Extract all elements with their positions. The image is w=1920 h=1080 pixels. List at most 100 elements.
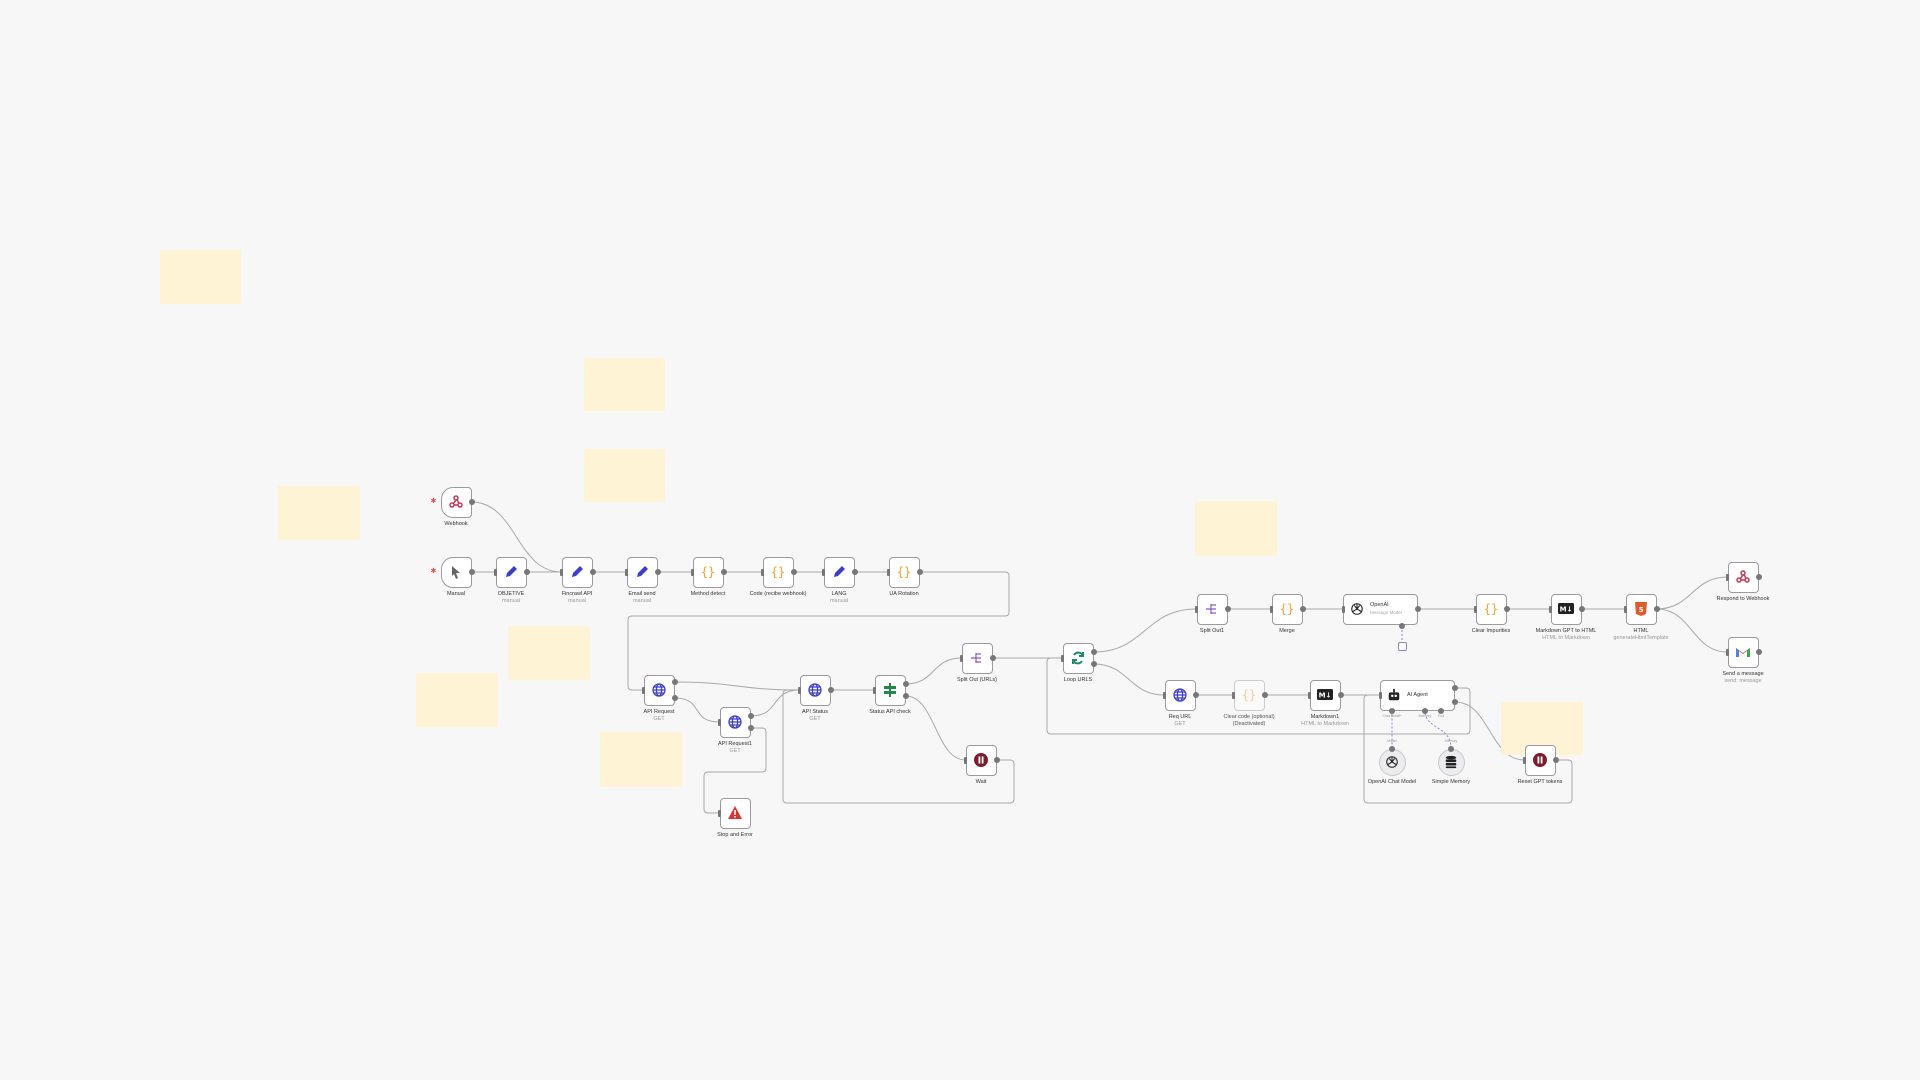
output-port[interactable] <box>851 569 858 575</box>
output-port[interactable] <box>790 569 797 575</box>
connection-apireq-apistatus[interactable] <box>674 681 800 691</box>
node-respond[interactable] <box>1727 561 1759 593</box>
output-port[interactable] <box>747 725 754 731</box>
node-reset[interactable] <box>1524 744 1556 776</box>
node-agent[interactable]: AI Agent <box>1380 679 1455 711</box>
output-port[interactable] <box>1192 692 1199 698</box>
output-port[interactable] <box>1503 606 1510 612</box>
node-clearcode[interactable]: {} <box>1233 679 1265 711</box>
sticky-note[interactable] <box>600 732 682 787</box>
node-md1[interactable]: M↓ <box>1309 679 1341 711</box>
output-port[interactable] <box>1755 649 1762 655</box>
input-port[interactable] <box>822 568 825 576</box>
output-port[interactable] <box>589 569 596 575</box>
connection-loop-requrl[interactable] <box>1093 663 1165 696</box>
node-method[interactable]: {} <box>692 556 724 588</box>
output-port[interactable] <box>747 713 754 719</box>
output-port[interactable] <box>1452 699 1458 705</box>
connection-ua-apireq[interactable] <box>627 571 1010 691</box>
output-port[interactable] <box>468 569 475 575</box>
node-chatmodel[interactable] <box>1378 748 1406 776</box>
output-port[interactable] <box>902 681 909 687</box>
sticky-note[interactable] <box>278 486 360 540</box>
input-port[interactable] <box>718 718 721 726</box>
output-port[interactable] <box>1299 606 1306 612</box>
node-code[interactable]: {} <box>762 556 794 588</box>
node-loop[interactable] <box>1062 642 1094 674</box>
output-port[interactable] <box>1261 692 1268 698</box>
output-port[interactable] <box>916 569 923 575</box>
add-tool-button[interactable] <box>1398 642 1407 651</box>
node-fincrawl[interactable] <box>561 556 593 588</box>
node-apireq1[interactable] <box>719 706 751 738</box>
connection-html-gmail[interactable] <box>1656 608 1728 653</box>
node-email[interactable] <box>626 556 658 588</box>
node-apistatus[interactable] <box>799 674 831 706</box>
connection-wait-apistatus[interactable] <box>782 689 1015 804</box>
node-statuscheck[interactable] <box>874 674 906 706</box>
node-splitout1[interactable] <box>1196 593 1228 625</box>
output-port[interactable] <box>1337 692 1344 698</box>
node-openai[interactable]: OpenAI Message Model <box>1343 593 1418 625</box>
output-port[interactable] <box>654 569 661 575</box>
output-port[interactable] <box>1224 606 1231 612</box>
node-ua[interactable]: {} <box>888 556 920 588</box>
output-port[interactable] <box>1090 649 1097 655</box>
node-merge[interactable]: {} <box>1271 593 1303 625</box>
connection-apireq1-stop[interactable] <box>703 727 767 814</box>
output-port[interactable] <box>523 569 530 575</box>
node-gmail[interactable] <box>1727 636 1759 668</box>
connection-apireq-apireq1[interactable] <box>674 697 720 723</box>
connection-html-respond[interactable] <box>1656 576 1728 610</box>
output-port[interactable] <box>1552 757 1559 763</box>
connection-reset-agent[interactable] <box>1363 694 1573 804</box>
sticky-note[interactable] <box>508 626 590 680</box>
openai-tool-port[interactable] <box>1399 623 1405 629</box>
sticky-note[interactable] <box>416 673 498 727</box>
sticky-note[interactable] <box>584 449 665 502</box>
connection-apireq1-apistatus[interactable] <box>750 689 800 717</box>
output-port[interactable] <box>1415 606 1421 612</box>
model-output-port[interactable] <box>1389 745 1395 752</box>
output-port[interactable] <box>1090 661 1097 667</box>
connection-statuscheck-splitout[interactable] <box>905 657 962 685</box>
connection-webhook-fincrawl[interactable] <box>471 501 562 573</box>
node-objetive[interactable] <box>495 556 527 588</box>
agent-sub-port[interactable] <box>1422 707 1428 714</box>
node-stop[interactable] <box>719 797 751 829</box>
input-port[interactable] <box>1549 605 1552 613</box>
input-port[interactable] <box>1195 605 1198 613</box>
output-port[interactable] <box>468 499 475 505</box>
input-port[interactable] <box>642 686 645 694</box>
node-splitout[interactable] <box>961 642 993 674</box>
model-output-port[interactable] <box>1448 745 1454 752</box>
agent-sub-port[interactable] <box>1389 707 1395 714</box>
connection-agent-reset[interactable] <box>1454 701 1525 761</box>
output-port[interactable] <box>827 687 834 693</box>
input-port[interactable] <box>1726 573 1729 581</box>
input-port[interactable] <box>1341 605 1345 613</box>
output-port[interactable] <box>671 679 678 685</box>
node-webhook[interactable] <box>440 486 472 518</box>
input-port[interactable] <box>1270 605 1273 613</box>
sticky-note[interactable] <box>584 358 665 411</box>
input-port[interactable] <box>1624 605 1627 613</box>
input-port[interactable] <box>1378 691 1382 699</box>
node-apireq[interactable] <box>643 674 675 706</box>
input-port[interactable] <box>560 568 563 576</box>
input-port[interactable] <box>1726 648 1729 656</box>
node-lang[interactable] <box>823 556 855 588</box>
input-port[interactable] <box>1308 691 1311 699</box>
output-port[interactable] <box>1452 685 1458 691</box>
output-port[interactable] <box>720 569 727 575</box>
input-port[interactable] <box>1163 691 1166 699</box>
connection-agent-loop[interactable] <box>1046 657 1471 735</box>
input-port[interactable] <box>494 568 497 576</box>
output-port[interactable] <box>1653 606 1660 612</box>
connection-loop-splitout1[interactable] <box>1093 608 1197 653</box>
input-port[interactable] <box>964 756 967 764</box>
output-port[interactable] <box>671 695 678 701</box>
node-memory[interactable] <box>1437 748 1465 776</box>
node-wait[interactable] <box>965 744 997 776</box>
node-html[interactable]: 5 <box>1625 593 1657 625</box>
